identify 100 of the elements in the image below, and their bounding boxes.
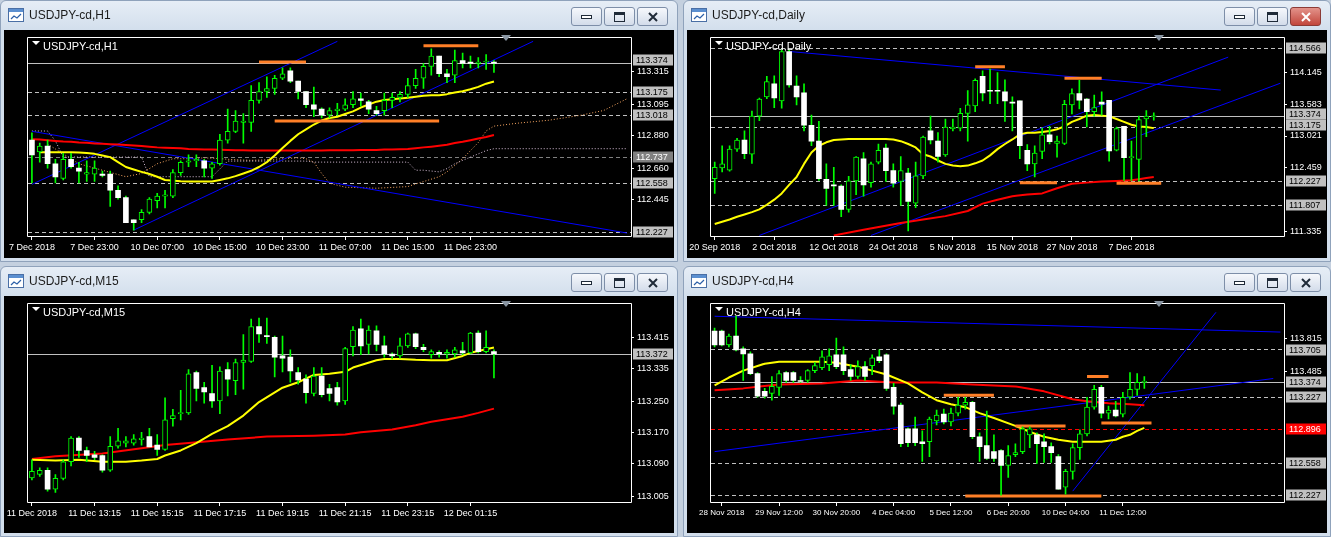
candlestick: [154, 434, 161, 456]
ref-line-label: 112.558: [1289, 457, 1321, 468]
x-tick-label: 7 Dec 2018: [1108, 241, 1155, 252]
y-tick-label: 112.880: [637, 130, 669, 141]
candlestick: [358, 92, 364, 107]
ref-line-label: 112.227: [1289, 175, 1321, 186]
chart-subtitle: USDJPY-cd,H1: [43, 40, 118, 53]
ref-line-label: 113.374: [1289, 108, 1321, 119]
x-tick-label: 12 Oct 2018: [809, 241, 859, 252]
y-tick-label: 112.445: [637, 194, 669, 205]
candlestick: [1054, 135, 1060, 158]
x-tick-label: 11 Dec 21:15: [318, 507, 372, 518]
y-tick-label: 113.005: [637, 490, 669, 501]
chart-subtitle: USDJPY-cd,M15: [43, 306, 126, 319]
x-tick-label: 11 Dec 13:15: [68, 507, 121, 518]
x-tick-label: 6 Dec 20:00: [986, 508, 1031, 517]
candlestick: [491, 60, 497, 73]
x-tick-label: 11 Dec 07:00: [318, 241, 372, 252]
x-tick-label: 11 Dec 15:15: [130, 507, 184, 518]
y-tick-label: 112.459: [1290, 162, 1322, 173]
ref-line-label: 113.175: [1289, 119, 1321, 130]
x-tick-label: 10 Dec 04:00: [1041, 508, 1090, 517]
candlestick: [964, 90, 971, 142]
ref-line-label: 113.018: [636, 109, 668, 120]
candlestick: [1150, 112, 1157, 121]
y-tick-label: 112.660: [637, 162, 669, 173]
candlestick: [483, 330, 489, 354]
ref-line-label: 111.807: [1289, 199, 1321, 210]
y-tick-label: 113.095: [637, 98, 669, 109]
candlestick: [83, 160, 90, 182]
candlestick: [491, 349, 497, 379]
candlestick: [987, 68, 993, 105]
x-tick-label: 29 Nov 12:00: [755, 508, 804, 517]
candlestick: [483, 54, 489, 70]
ref-line-label: 112.896: [1289, 423, 1321, 434]
ref-line-label: 113.372: [636, 348, 668, 359]
ref-line-label: 113.705: [1289, 344, 1321, 355]
candlestick: [76, 161, 82, 184]
y-tick-label: 113.815: [1290, 332, 1322, 343]
y-tick-label: 111.335: [1290, 226, 1322, 237]
y-tick-label: 113.335: [637, 362, 669, 373]
candlestick: [209, 364, 215, 408]
x-tick-label: 5 Dec 12:00: [929, 508, 974, 517]
x-tick-label: 15 Nov 2018: [986, 241, 1038, 252]
x-tick-label: 5 Nov 2018: [929, 241, 976, 252]
chart-title: USDJPY-cd,M15: [29, 273, 119, 290]
ref-line-label: 113.227: [1289, 391, 1321, 402]
x-tick-label: 27 Nov 2018: [1046, 241, 1098, 252]
x-tick-label: 24 Oct 2018: [868, 241, 918, 252]
y-tick-label: 113.170: [637, 426, 669, 437]
x-tick-label: 7 Dec 23:00: [70, 241, 119, 252]
ref-line-label: 112.227: [1289, 489, 1321, 500]
ref-line-label: 113.374: [636, 54, 668, 65]
x-tick-label: 10 Dec 23:00: [255, 241, 310, 252]
chart-title: USDJPY-cd,Daily: [712, 7, 805, 24]
candlestick: [264, 317, 270, 344]
candlestick: [162, 189, 168, 209]
y-tick-label: 113.485: [1290, 365, 1322, 376]
candlestick: [1091, 94, 1098, 117]
candlestick: [1002, 79, 1008, 122]
candlestick: [201, 381, 208, 404]
x-tick-label: 11 Dec 23:00: [444, 241, 497, 252]
y-tick-label: 113.583: [1290, 98, 1322, 109]
candlestick: [897, 156, 904, 206]
ref-line-label: 114.566: [1289, 42, 1321, 53]
x-tick-label: 12 Dec 01:15: [443, 507, 498, 518]
x-tick-label: 11 Dec 19:15: [256, 507, 309, 518]
candlestick: [444, 349, 450, 359]
candlestick: [311, 86, 317, 117]
x-tick-label: 4 Dec 04:00: [872, 508, 916, 517]
chart-title: USDJPY-cd,H1: [29, 7, 111, 24]
ref-line-label: 112.227: [636, 226, 668, 237]
x-tick-label: 30 Nov 20:00: [812, 508, 861, 517]
x-tick-label: 11 Dec 17:15: [193, 507, 247, 518]
chart-subtitle: USDJPY-cd,Daily: [726, 40, 812, 53]
x-tick-label: 7 Dec 2018: [8, 241, 55, 252]
y-tick-label: 113.250: [637, 395, 669, 406]
x-tick-label: 2 Oct 2018: [752, 241, 797, 252]
chart-subtitle: USDJPY-cd,H4: [726, 306, 801, 319]
line-series: [31, 130, 628, 178]
x-tick-label: 11 Dec 15:00: [381, 241, 435, 252]
candlestick: [170, 409, 176, 427]
x-tick-label: 10 Dec 15:00: [193, 241, 247, 252]
ref-line-label: 113.175: [636, 86, 668, 97]
ref-line-label: 112.737: [636, 151, 668, 162]
y-tick-label: 113.315: [637, 66, 669, 77]
ref-line-label: 113.374: [1289, 376, 1321, 387]
ref-line-label: 112.558: [636, 177, 668, 188]
x-tick-label: 20 Sep 2018: [689, 241, 741, 252]
y-tick-label: 113.021: [1290, 130, 1322, 141]
x-tick-label: 11 Dec 2018: [6, 507, 58, 518]
candlestick: [475, 57, 482, 69]
y-tick-label: 113.415: [637, 331, 669, 342]
x-tick-label: 11 Dec 12:00: [1099, 508, 1147, 517]
y-tick-label: 114.145: [1290, 66, 1322, 77]
x-tick-label: 11 Dec 23:15: [381, 507, 435, 518]
x-tick-label: 28 Nov 2018: [699, 508, 745, 517]
candlestick: [264, 76, 270, 98]
y-tick-label: 113.090: [637, 457, 669, 468]
x-tick-label: 10 Dec 07:00: [130, 241, 184, 252]
